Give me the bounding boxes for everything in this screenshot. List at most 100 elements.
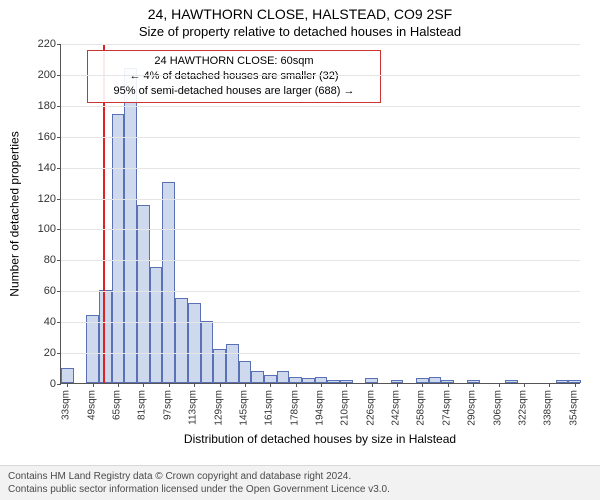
histogram-bar (277, 371, 290, 383)
ytick-mark (57, 384, 61, 385)
xtick-mark (448, 383, 449, 387)
gridline (61, 106, 580, 107)
xtick-label: 49sqm (86, 390, 97, 420)
xtick-label: 338sqm (543, 390, 554, 426)
xtick-mark (67, 383, 68, 387)
xtick-mark (422, 383, 423, 387)
annotation-line2: ← 4% of detached houses are smaller (32) (94, 69, 374, 84)
footer-line2: Contains public sector information licen… (8, 483, 592, 496)
histogram-bar (556, 380, 569, 383)
gridline (61, 229, 580, 230)
ytick-label: 160 (26, 131, 56, 143)
histogram-bar (251, 371, 264, 383)
gridline (61, 353, 580, 354)
xtick-mark (143, 383, 144, 387)
title-subtitle: Size of property relative to detached ho… (0, 24, 600, 39)
xtick-mark (220, 383, 221, 387)
xtick-mark (118, 383, 119, 387)
xtick-mark (575, 383, 576, 387)
gridline (61, 44, 580, 45)
histogram-bar (175, 298, 188, 383)
xtick-label: 274sqm (441, 390, 452, 426)
ytick-mark (57, 199, 61, 200)
xtick-mark (549, 383, 550, 387)
ytick-label: 0 (26, 378, 56, 390)
gridline (61, 260, 580, 261)
annotation-line1: 24 HAWTHORN CLOSE: 60sqm (94, 54, 374, 69)
gridline (61, 75, 580, 76)
ytick-mark (57, 75, 61, 76)
xtick-label: 290sqm (467, 390, 478, 426)
xtick-label: 258sqm (416, 390, 427, 426)
histogram-bar (327, 380, 340, 383)
ytick-label: 220 (26, 38, 56, 50)
histogram-bar (137, 205, 150, 383)
histogram-bar (61, 368, 74, 383)
ytick-label: 20 (26, 347, 56, 359)
gridline (61, 322, 580, 323)
histogram-bar (86, 315, 99, 383)
ytick-label: 100 (26, 223, 56, 235)
x-axis-label: Distribution of detached houses by size … (60, 432, 580, 446)
xtick-label: 129sqm (213, 390, 224, 426)
xtick-mark (194, 383, 195, 387)
ytick-label: 140 (26, 162, 56, 174)
xtick-label: 178sqm (289, 390, 300, 426)
xtick-mark (372, 383, 373, 387)
histogram-bar (124, 68, 137, 383)
title-address: 24, HAWTHORN CLOSE, HALSTEAD, CO9 2SF (0, 6, 600, 22)
ytick-mark (57, 106, 61, 107)
ytick-label: 60 (26, 285, 56, 297)
histogram-bar (505, 380, 518, 383)
ytick-mark (57, 137, 61, 138)
ytick-label: 40 (26, 316, 56, 328)
annotation-box: 24 HAWTHORN CLOSE: 60sqm ← 4% of detache… (87, 50, 381, 103)
gridline (61, 137, 580, 138)
ytick-mark (57, 168, 61, 169)
xtick-mark (270, 383, 271, 387)
y-axis-label: Number of detached properties (8, 131, 22, 296)
xtick-mark (397, 383, 398, 387)
xtick-label: 113sqm (188, 390, 199, 425)
ytick-label: 180 (26, 100, 56, 112)
xtick-label: 145sqm (238, 390, 249, 426)
gridline (61, 291, 580, 292)
ytick-label: 120 (26, 193, 56, 205)
xtick-label: 354sqm (568, 390, 579, 426)
ytick-label: 80 (26, 254, 56, 266)
xtick-label: 322sqm (517, 390, 528, 426)
histogram-bar (264, 375, 277, 383)
histogram-bar (239, 361, 252, 383)
y-axis-label-wrap: Number of detached properties (8, 44, 22, 384)
chart-container: 24, HAWTHORN CLOSE, HALSTEAD, CO9 2SF Si… (0, 0, 600, 500)
footer-line1: Contains HM Land Registry data © Crown c… (8, 470, 592, 483)
xtick-mark (499, 383, 500, 387)
annotation-line3: 95% of semi-detached houses are larger (… (94, 84, 374, 99)
ytick-mark (57, 322, 61, 323)
ytick-mark (57, 260, 61, 261)
ytick-mark (57, 291, 61, 292)
histogram-bar (188, 303, 201, 383)
ytick-mark (57, 353, 61, 354)
xtick-label: 210sqm (340, 390, 351, 426)
xtick-label: 97sqm (162, 390, 173, 420)
histogram-bar (99, 290, 112, 383)
xtick-label: 161sqm (264, 390, 275, 426)
histogram-bar (226, 344, 239, 383)
ytick-mark (57, 229, 61, 230)
xtick-label: 194sqm (315, 390, 326, 426)
gridline (61, 199, 580, 200)
xtick-label: 33sqm (61, 390, 72, 420)
xtick-mark (321, 383, 322, 387)
histogram-bar (112, 114, 125, 383)
xtick-mark (346, 383, 347, 387)
histogram-bar (213, 349, 226, 383)
histogram-bar (150, 267, 163, 383)
histogram-bar (429, 377, 442, 383)
histogram-bar (302, 378, 315, 383)
ytick-mark (57, 44, 61, 45)
plot-area: 24 HAWTHORN CLOSE: 60sqm ← 4% of detache… (60, 44, 580, 384)
footer: Contains HM Land Registry data © Crown c… (0, 465, 600, 500)
xtick-mark (296, 383, 297, 387)
gridline (61, 168, 580, 169)
